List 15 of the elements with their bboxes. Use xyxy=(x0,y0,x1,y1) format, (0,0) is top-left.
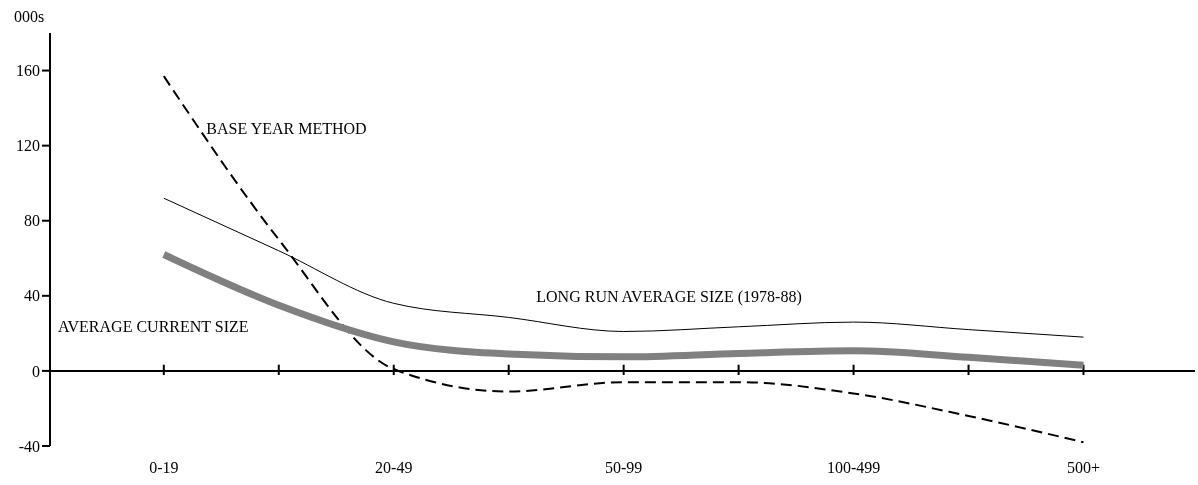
x-tick-label: 20-49 xyxy=(375,459,413,477)
y-tick-label: 0 xyxy=(32,362,40,380)
x-tick-label: 500+ xyxy=(1066,459,1100,477)
y-axis-title: 000s xyxy=(14,8,45,26)
x-tick-label: 100-499 xyxy=(826,459,881,477)
x-tick-label: 0-19 xyxy=(149,459,179,477)
series-label: AVERAGE CURRENT SIZE xyxy=(58,318,249,336)
y-tick-label: -40 xyxy=(18,437,40,455)
x-tick-label: 50-99 xyxy=(604,459,643,477)
y-tick-label: 80 xyxy=(24,212,40,230)
series-label: BASE YEAR METHOD xyxy=(206,120,367,138)
y-tick-label: 40 xyxy=(24,287,40,305)
y-tick-label: 160 xyxy=(16,62,40,80)
series-label: LONG RUN AVERAGE SIZE (1978-88) xyxy=(536,288,802,307)
y-tick-label: 120 xyxy=(16,137,40,155)
